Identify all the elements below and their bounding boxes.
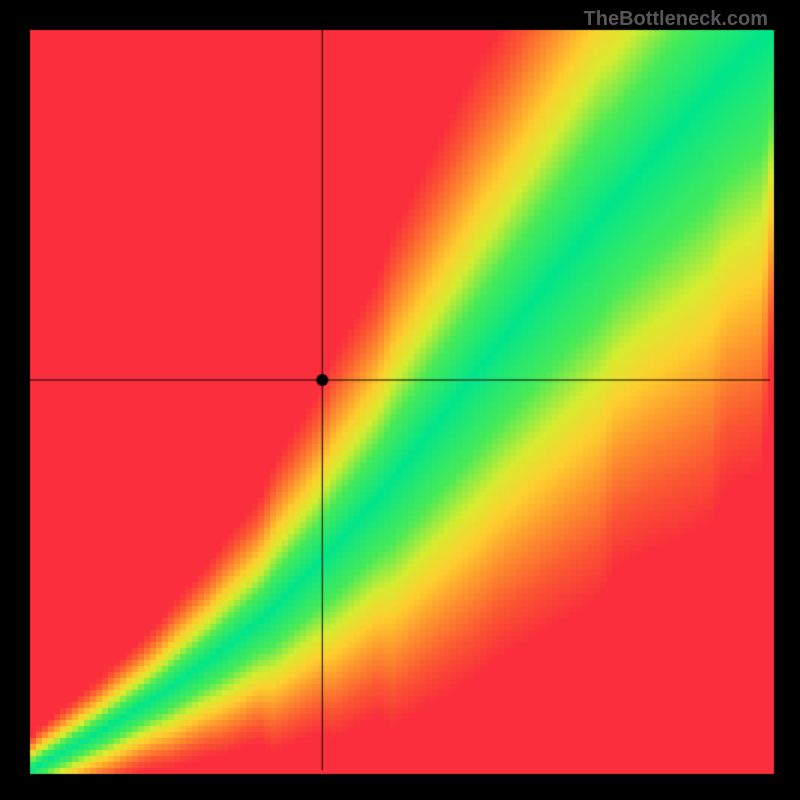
chart-container: TheBottleneck.com <box>0 0 800 800</box>
bottleneck-heatmap-canvas <box>0 0 800 800</box>
watermark-text: TheBottleneck.com <box>584 8 768 31</box>
